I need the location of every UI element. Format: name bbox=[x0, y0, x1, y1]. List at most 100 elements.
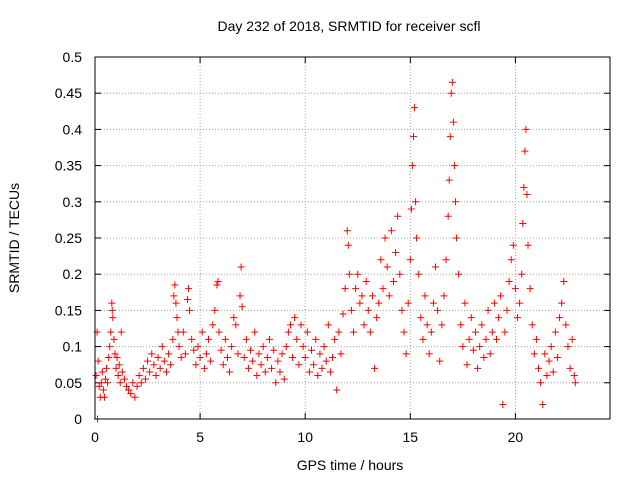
data-point bbox=[236, 292, 244, 300]
data-point bbox=[284, 328, 292, 336]
data-point bbox=[469, 346, 477, 354]
data-point bbox=[488, 328, 496, 336]
data-point bbox=[291, 314, 299, 322]
data-point bbox=[173, 314, 181, 322]
data-point bbox=[310, 361, 318, 369]
data-point bbox=[432, 263, 440, 271]
data-point bbox=[234, 350, 242, 358]
y-tick-label: 0.45 bbox=[55, 85, 82, 101]
data-point bbox=[532, 335, 540, 343]
data-point bbox=[156, 364, 164, 372]
data-point bbox=[171, 281, 179, 289]
data-point bbox=[209, 321, 217, 329]
data-point bbox=[373, 314, 381, 322]
data-point bbox=[131, 393, 139, 401]
data-point bbox=[316, 350, 324, 358]
data-point bbox=[364, 306, 372, 314]
data-point bbox=[308, 346, 316, 354]
data-point bbox=[467, 314, 475, 322]
data-point bbox=[95, 382, 103, 390]
data-point bbox=[263, 353, 271, 361]
data-point bbox=[94, 357, 102, 365]
data-point bbox=[177, 353, 185, 361]
data-point bbox=[530, 350, 538, 358]
data-point bbox=[207, 357, 215, 365]
data-point bbox=[371, 364, 379, 372]
data-point bbox=[415, 270, 423, 278]
data-point bbox=[568, 335, 576, 343]
data-point bbox=[455, 270, 463, 278]
data-point bbox=[434, 306, 442, 314]
data-point bbox=[154, 353, 162, 361]
data-point bbox=[217, 346, 225, 354]
data-point bbox=[226, 368, 234, 376]
data-point bbox=[368, 292, 376, 300]
data-point bbox=[570, 372, 578, 380]
data-point bbox=[541, 350, 549, 358]
data-point bbox=[539, 401, 547, 409]
data-point bbox=[167, 361, 175, 369]
data-point bbox=[169, 335, 177, 343]
data-point bbox=[123, 382, 131, 390]
x-tick-label: 20 bbox=[508, 429, 524, 445]
data-point bbox=[564, 343, 572, 351]
data-point bbox=[146, 368, 154, 376]
data-point bbox=[97, 379, 105, 387]
data-point bbox=[272, 379, 280, 387]
data-point bbox=[459, 343, 467, 351]
y-tick-label: 0.05 bbox=[55, 375, 82, 391]
y-tick-label: 0.15 bbox=[55, 302, 82, 318]
x-tick-label: 0 bbox=[91, 429, 99, 445]
data-point bbox=[551, 328, 559, 336]
data-point bbox=[356, 299, 364, 307]
data-point bbox=[366, 328, 374, 336]
data-point bbox=[535, 364, 543, 372]
chart-title: Day 232 of 2018, SRMTID for receiver scf… bbox=[218, 18, 481, 34]
data-point bbox=[343, 227, 351, 235]
data-point bbox=[463, 361, 471, 369]
data-point bbox=[103, 364, 111, 372]
data-point bbox=[412, 198, 420, 206]
data-point bbox=[448, 78, 456, 86]
data-point bbox=[139, 364, 147, 372]
data-point bbox=[120, 375, 128, 383]
data-point bbox=[452, 198, 459, 206]
data-point bbox=[175, 343, 183, 351]
data-point bbox=[221, 335, 229, 343]
x-tick-label: 5 bbox=[196, 429, 204, 445]
data-point bbox=[571, 379, 579, 387]
data-point bbox=[558, 299, 566, 307]
data-point bbox=[560, 277, 568, 285]
data-point bbox=[172, 299, 180, 307]
data-point bbox=[205, 335, 213, 343]
data-point bbox=[98, 368, 106, 376]
data-point bbox=[419, 335, 427, 343]
data-point bbox=[457, 321, 465, 329]
data-point bbox=[194, 343, 202, 351]
data-point bbox=[499, 401, 507, 409]
data-point bbox=[524, 241, 532, 249]
data-point bbox=[109, 314, 117, 322]
data-point bbox=[484, 306, 492, 314]
data-point bbox=[507, 256, 515, 264]
data-point bbox=[562, 321, 570, 329]
data-point bbox=[244, 364, 252, 372]
data-point bbox=[436, 357, 444, 365]
data-point bbox=[427, 328, 435, 336]
data-point bbox=[337, 350, 345, 358]
data-point bbox=[276, 368, 284, 376]
data-point bbox=[108, 306, 116, 314]
data-point bbox=[257, 361, 265, 369]
data-point bbox=[186, 306, 194, 314]
data-point bbox=[444, 212, 452, 220]
data-point bbox=[105, 353, 113, 361]
data-point bbox=[181, 350, 189, 358]
data-point bbox=[480, 353, 488, 361]
y-tick-label: 0.3 bbox=[63, 194, 83, 210]
data-point bbox=[545, 357, 553, 365]
data-point bbox=[106, 343, 114, 351]
data-point bbox=[299, 343, 307, 351]
data-point bbox=[152, 372, 160, 380]
data-point bbox=[396, 270, 404, 278]
data-point bbox=[523, 191, 531, 199]
